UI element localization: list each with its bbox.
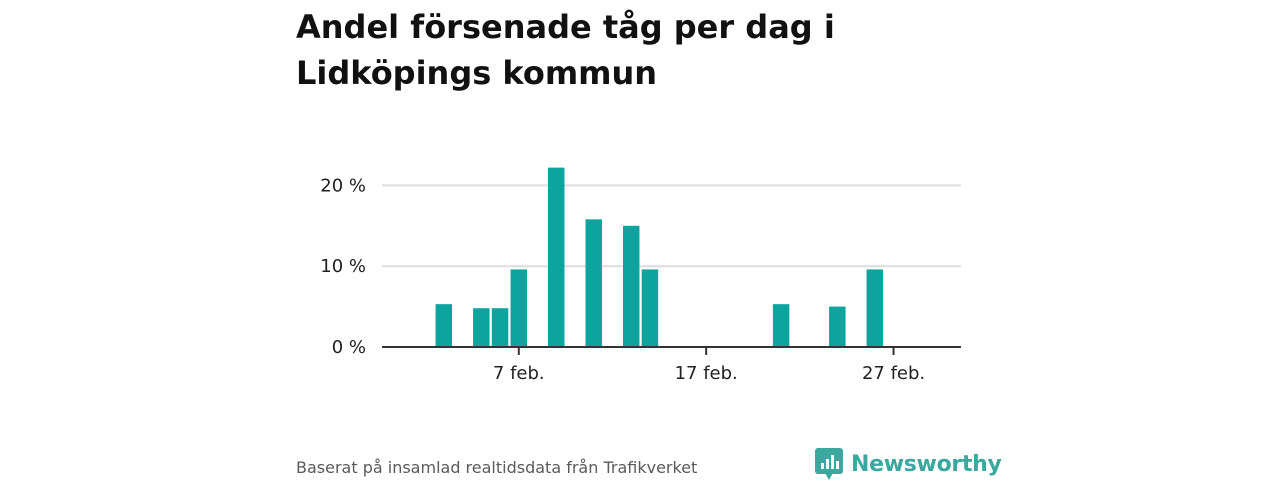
- x-axis-ticks: 7 feb. 17 feb. 27 feb.: [493, 347, 925, 384]
- newsworthy-logo-icon: [815, 448, 843, 480]
- bar: [491, 308, 509, 347]
- bar: [641, 269, 659, 347]
- bar: [473, 308, 490, 347]
- brand-logo: Newsworthy: [815, 447, 1002, 481]
- bar: [829, 306, 846, 347]
- bar: [622, 225, 640, 347]
- chart-title: Andel försenade tåg per dag i Lidköpings…: [296, 8, 835, 92]
- bar: [585, 219, 602, 347]
- bar: [772, 304, 790, 347]
- bar: [548, 167, 565, 347]
- bar: [435, 304, 453, 347]
- bars: [435, 167, 884, 347]
- y-axis-ticks: 0 % 10 % 20 %: [320, 175, 366, 358]
- gridlines: [382, 184, 961, 268]
- y-tick-label: 10 %: [320, 256, 366, 277]
- source-note: Baserat på insamlad realtidsdata från Tr…: [296, 458, 698, 477]
- x-tick-label: 27 feb.: [862, 363, 925, 384]
- bar: [510, 269, 528, 347]
- x-tick-label: 17 feb.: [675, 363, 738, 384]
- brand-name: Newsworthy: [851, 451, 1002, 477]
- bar: [866, 269, 884, 347]
- bar-chart: 7 feb. 17 feb. 27 feb. 0 % 10 % 20 %: [320, 167, 961, 384]
- x-tick-label: 7 feb.: [493, 363, 545, 384]
- y-tick-label: 20 %: [320, 175, 366, 196]
- y-tick-label: 0 %: [332, 337, 366, 358]
